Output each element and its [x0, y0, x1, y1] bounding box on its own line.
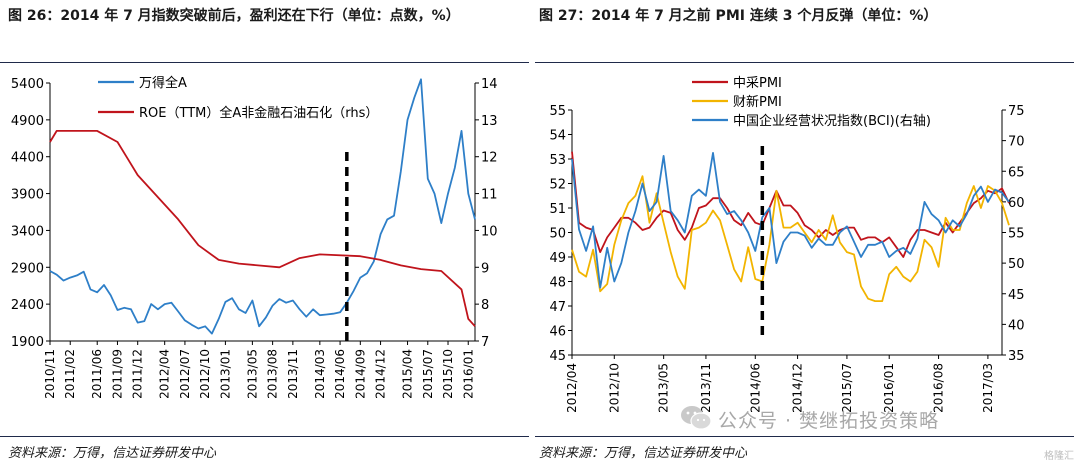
y-left-tick-label: 53	[549, 153, 566, 168]
y-left-tick-label: 48	[549, 276, 566, 291]
x-tick-label: 2014/03	[313, 349, 327, 399]
y-left-tick-label: 3900	[11, 188, 44, 203]
x-tick-label: 2012/10	[198, 349, 212, 399]
chart-canvas: 45 46 47 48 49 50 51 52 53 54 55 35 40 45 50 55 60 65 70 75…	[549, 76, 1025, 413]
y-right-tick-label: 50	[1008, 257, 1025, 272]
chart-canvas: 1900 2400 2900 3400 3900 4400 4900 5400 7 8 9 10 11 1…	[11, 75, 498, 399]
x-tick-label: 2014/09	[353, 349, 367, 399]
source-note: 资料来源：万得，信达证券研发中心	[8, 446, 217, 461]
y-left-tick-label: 2900	[11, 261, 44, 276]
x-tick-label: 2012/04	[158, 349, 172, 399]
y-left-tick-label: 55	[549, 104, 566, 119]
y-left-tick-label: 2400	[11, 298, 44, 313]
x-tick-label: 2016/08	[932, 363, 946, 413]
series-line-2	[571, 175, 1010, 303]
x-tick-label: 2017/03	[981, 363, 995, 413]
watermark-text: 公众号 · 樊继拓投资策略	[718, 410, 940, 432]
x-tick-label: 2010/11	[43, 349, 57, 399]
y-right-tick-label: 60	[1008, 196, 1025, 211]
legend-label: ROE（TTM）全A非金融石油石化（rhs）	[139, 105, 378, 121]
legend-label: 中采PMI	[733, 76, 782, 91]
y-left-tick-label: 46	[549, 325, 566, 340]
y-right-tick-label: 12	[481, 151, 498, 166]
y-left-tick-label: 5400	[11, 77, 44, 92]
x-tick-label: 2013/08	[266, 349, 280, 399]
series-line-3	[571, 151, 1010, 289]
chart-title: 图 27：2014 年 7 月之前 PMI 连续 3 个月反弹（单位：%）	[539, 8, 938, 24]
y-right-tick-label: 9	[481, 261, 489, 276]
x-tick-label: 2014/12	[374, 349, 388, 399]
y-left-tick-label: 45	[549, 349, 566, 364]
y-right-tick-label: 65	[1008, 165, 1025, 180]
y-right-tick-label: 8	[481, 298, 489, 313]
x-tick-label: 2013/05	[245, 349, 259, 399]
y-right-tick-label: 10	[481, 224, 498, 239]
watermark: 公众号 · 樊继拓投资策略	[680, 402, 1076, 436]
y-right-tick-label: 70	[1008, 135, 1025, 150]
y-left-tick-label: 47	[549, 300, 566, 315]
legend-label: 万得全A	[139, 75, 187, 91]
title-divider	[535, 62, 1074, 63]
y-left-tick-label: 49	[549, 251, 566, 266]
chart-panel-left: 图 26：2014 年 7 月指数突破前后，盈利还在下行（单位：点数，%） 19…	[0, 0, 535, 466]
y-left-tick-label: 1900	[11, 335, 44, 350]
x-tick-label: 2013/01	[218, 349, 232, 399]
x-tick-label: 2014/12	[791, 363, 805, 413]
x-tick-label: 2014/06	[748, 363, 762, 413]
source-note: 资料来源：万得，信达证券研发中心	[539, 446, 748, 461]
y-left-tick-label: 4400	[11, 151, 44, 166]
y-left-tick-label: 4900	[11, 114, 44, 129]
x-tick-label: 2016/01	[461, 349, 475, 399]
x-tick-label: 2011/09	[110, 349, 124, 399]
y-right-tick-label: 55	[1008, 227, 1025, 242]
wechat-icon	[681, 406, 712, 430]
x-tick-label: 2011/12	[131, 349, 145, 399]
source-divider	[0, 436, 529, 437]
y-right-tick-label: 40	[1008, 318, 1025, 333]
series-line-2	[49, 129, 476, 327]
x-tick-label: 2013/05	[657, 363, 671, 413]
x-tick-label: 2013/11	[699, 363, 713, 413]
y-right-tick-label: 11	[481, 188, 498, 203]
corner-logo: 格隆汇	[1044, 451, 1074, 462]
x-tick-label: 2015/10	[441, 349, 455, 399]
source-divider	[535, 436, 1074, 437]
legend-label: 财新PMI	[733, 94, 782, 110]
y-left-tick-label: 52	[549, 178, 566, 193]
x-tick-label: 2011/02	[63, 349, 77, 399]
y-right-tick-label: 13	[481, 114, 498, 129]
x-tick-label: 2012/07	[178, 349, 192, 399]
x-tick-label: 2012/04	[565, 363, 579, 413]
y-right-tick-label: 14	[481, 77, 498, 92]
x-tick-label: 2014/06	[333, 349, 347, 399]
y-right-tick-label: 75	[1008, 104, 1025, 119]
x-tick-label: 2012/10	[607, 363, 621, 413]
y-left-tick-label: 3400	[11, 224, 44, 239]
chart-title: 图 26：2014 年 7 月指数突破前后，盈利还在下行（单位：点数，%）	[8, 8, 460, 24]
chart-panel-right: 图 27：2014 年 7 月之前 PMI 连续 3 个月反弹（单位：%） 45…	[535, 0, 1080, 466]
series-line-1	[49, 78, 476, 335]
legend-label: 中国企业经营状况指数(BCI)(右轴)	[733, 113, 931, 129]
y-right-tick-label: 7	[481, 335, 489, 350]
series-line-1	[571, 151, 1010, 258]
y-left-tick-label: 51	[549, 202, 566, 217]
y-right-tick-label: 35	[1008, 349, 1025, 364]
x-tick-label: 2015/07	[421, 349, 435, 399]
x-tick-label: 2015/04	[401, 349, 415, 399]
x-tick-label: 2016/01	[882, 363, 896, 413]
y-right-tick-label: 45	[1008, 288, 1025, 303]
title-divider	[0, 62, 529, 63]
y-left-tick-label: 50	[549, 227, 566, 242]
y-left-tick-label: 54	[549, 129, 566, 144]
x-tick-label: 2015/07	[840, 363, 854, 413]
x-tick-label: 2013/11	[286, 349, 300, 399]
x-tick-label: 2011/06	[90, 349, 104, 399]
